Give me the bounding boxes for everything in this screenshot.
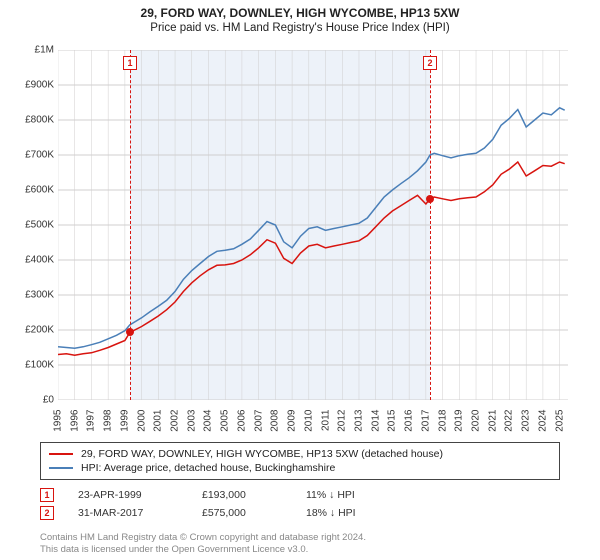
- chart-svg: [58, 50, 568, 400]
- marker-line: [130, 50, 131, 400]
- x-tick-label: 2023: [521, 410, 532, 432]
- legend-item: 29, FORD WAY, DOWNLEY, HIGH WYCOMBE, HP1…: [49, 447, 551, 461]
- x-tick-label: 2001: [153, 410, 164, 432]
- legend-label: HPI: Average price, detached house, Buck…: [81, 462, 335, 474]
- y-tick-label: £700K: [25, 150, 54, 161]
- x-tick-label: 2014: [370, 410, 381, 432]
- x-tick-label: 2017: [420, 410, 431, 432]
- x-tick-label: 2025: [554, 410, 565, 432]
- x-tick-label: 2011: [320, 410, 331, 432]
- x-tick-label: 2008: [270, 410, 281, 432]
- x-tick-label: 2006: [236, 410, 247, 432]
- footer-line: Contains HM Land Registry data © Crown c…: [40, 532, 366, 544]
- x-tick-label: 2007: [253, 410, 264, 432]
- transaction-date: 23-APR-1999: [78, 489, 178, 501]
- y-tick-label: £300K: [25, 290, 54, 301]
- footer-attribution: Contains HM Land Registry data © Crown c…: [40, 532, 366, 556]
- x-tick-label: 2002: [170, 410, 181, 432]
- y-tick-label: £500K: [25, 220, 54, 231]
- y-tick-label: £800K: [25, 115, 54, 126]
- x-tick-label: 2015: [387, 410, 398, 432]
- y-tick-label: £0: [43, 395, 54, 406]
- x-tick-label: 2016: [404, 410, 415, 432]
- y-tick-label: £1M: [35, 45, 54, 56]
- legend: 29, FORD WAY, DOWNLEY, HIGH WYCOMBE, HP1…: [40, 442, 560, 480]
- legend-item: HPI: Average price, detached house, Buck…: [49, 461, 551, 475]
- transaction-badge: 1: [40, 488, 54, 502]
- x-tick-label: 2019: [454, 410, 465, 432]
- transactions-table: 1 23-APR-1999 £193,000 11% ↓ HPI 2 31-MA…: [40, 486, 560, 522]
- transaction-row: 1 23-APR-1999 £193,000 11% ↓ HPI: [40, 486, 560, 504]
- transaction-point: [426, 195, 434, 203]
- x-tick-label: 2004: [203, 410, 214, 432]
- marker-badge: 1: [123, 56, 137, 70]
- x-tick-label: 2005: [220, 410, 231, 432]
- legend-label: 29, FORD WAY, DOWNLEY, HIGH WYCOMBE, HP1…: [81, 448, 443, 460]
- x-tick-label: 2020: [471, 410, 482, 432]
- title-block: 29, FORD WAY, DOWNLEY, HIGH WYCOMBE, HP1…: [0, 0, 600, 34]
- chart-title-address: 29, FORD WAY, DOWNLEY, HIGH WYCOMBE, HP1…: [0, 6, 600, 20]
- marker-badge: 2: [423, 56, 437, 70]
- x-tick-label: 2013: [353, 410, 364, 432]
- x-tick-label: 1995: [53, 410, 64, 432]
- transaction-price: £575,000: [202, 507, 282, 519]
- transaction-delta: 11% ↓ HPI: [306, 489, 355, 501]
- chart-container: 29, FORD WAY, DOWNLEY, HIGH WYCOMBE, HP1…: [0, 0, 600, 560]
- legend-swatch: [49, 453, 73, 455]
- x-tick-label: 1999: [119, 410, 130, 432]
- y-tick-label: £600K: [25, 185, 54, 196]
- y-tick-label: £900K: [25, 80, 54, 91]
- transaction-delta: 18% ↓ HPI: [306, 507, 356, 519]
- marker-line: [430, 50, 431, 400]
- series-hpi: [58, 108, 565, 348]
- x-tick-label: 2012: [337, 410, 348, 432]
- chart-plot-area: £0£100K£200K£300K£400K£500K£600K£700K£80…: [58, 50, 568, 400]
- series-price_paid: [58, 162, 565, 355]
- footer-line: This data is licensed under the Open Gov…: [40, 544, 366, 556]
- x-tick-label: 2021: [487, 410, 498, 432]
- x-tick-label: 1997: [86, 410, 97, 432]
- y-tick-label: £200K: [25, 325, 54, 336]
- transaction-price: £193,000: [202, 489, 282, 501]
- x-tick-label: 1996: [69, 410, 80, 432]
- transaction-badge: 2: [40, 506, 54, 520]
- x-tick-label: 1998: [103, 410, 114, 432]
- y-tick-label: £100K: [25, 360, 54, 371]
- transaction-date: 31-MAR-2017: [78, 507, 178, 519]
- x-tick-label: 2024: [537, 410, 548, 432]
- x-tick-label: 2003: [186, 410, 197, 432]
- x-tick-label: 2018: [437, 410, 448, 432]
- transaction-row: 2 31-MAR-2017 £575,000 18% ↓ HPI: [40, 504, 560, 522]
- y-tick-label: £400K: [25, 255, 54, 266]
- x-tick-label: 2022: [504, 410, 515, 432]
- x-tick-label: 2010: [303, 410, 314, 432]
- transaction-point: [126, 328, 134, 336]
- chart-subtitle: Price paid vs. HM Land Registry's House …: [0, 22, 600, 34]
- x-tick-label: 2009: [287, 410, 298, 432]
- legend-swatch: [49, 467, 73, 469]
- x-tick-label: 2000: [136, 410, 147, 432]
